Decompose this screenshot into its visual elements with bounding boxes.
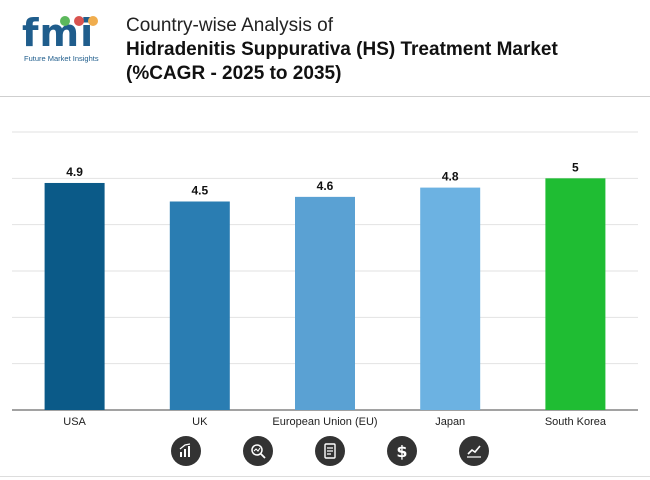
x-tick-label: USA — [63, 416, 86, 428]
chart-title: Country-wise Analysis of Hidradenitis Su… — [126, 14, 626, 86]
bar — [420, 187, 481, 410]
title-line-3: (%CAGR - 2025 to 2035) — [126, 63, 342, 84]
title-line-2: Hidradenitis Suppurativa (HS) Treatment … — [126, 39, 558, 60]
footer-icon-row: $ — [0, 436, 650, 470]
bar-chart: 4.9 USA 4.5 UK 4.6 European Union (EU) 4.8 Japa… — [12, 131, 638, 428]
fmi-logo[interactable]: fmi Future Market Insights — [22, 14, 112, 66]
logo-dot-orange — [88, 16, 98, 26]
data-label: 5 — [572, 160, 579, 174]
dollar-icon[interactable]: $ — [387, 436, 417, 466]
trend-line-icon[interactable] — [459, 436, 489, 466]
bar — [44, 182, 105, 410]
logo-dot-pink — [74, 16, 84, 26]
header: fmi Future Market Insights Country-wise … — [0, 0, 650, 96]
logo-dot-green — [60, 16, 70, 26]
x-tick-label: UK — [192, 416, 208, 428]
data-label: 4.9 — [66, 165, 83, 179]
bar — [545, 178, 606, 410]
logo-tagline: Future Market Insights — [24, 54, 99, 63]
bar — [295, 196, 355, 410]
report-document-icon[interactable] — [315, 436, 345, 466]
x-tick-label: Japan — [435, 416, 465, 428]
footer-divider — [0, 476, 650, 477]
magnifier-chart-icon[interactable] — [243, 436, 273, 466]
data-label: 4.8 — [442, 170, 459, 184]
svg-text:$: $ — [396, 442, 407, 460]
data-label: 4.5 — [191, 184, 208, 198]
data-label: 4.6 — [317, 179, 334, 193]
title-line-1: Country-wise Analysis of — [126, 15, 333, 36]
x-tick-label: South Korea — [545, 416, 607, 428]
bar-chart-icon[interactable] — [171, 436, 201, 466]
header-divider — [0, 96, 650, 97]
bar — [169, 201, 230, 410]
x-tick-label: European Union (EU) — [272, 416, 377, 428]
